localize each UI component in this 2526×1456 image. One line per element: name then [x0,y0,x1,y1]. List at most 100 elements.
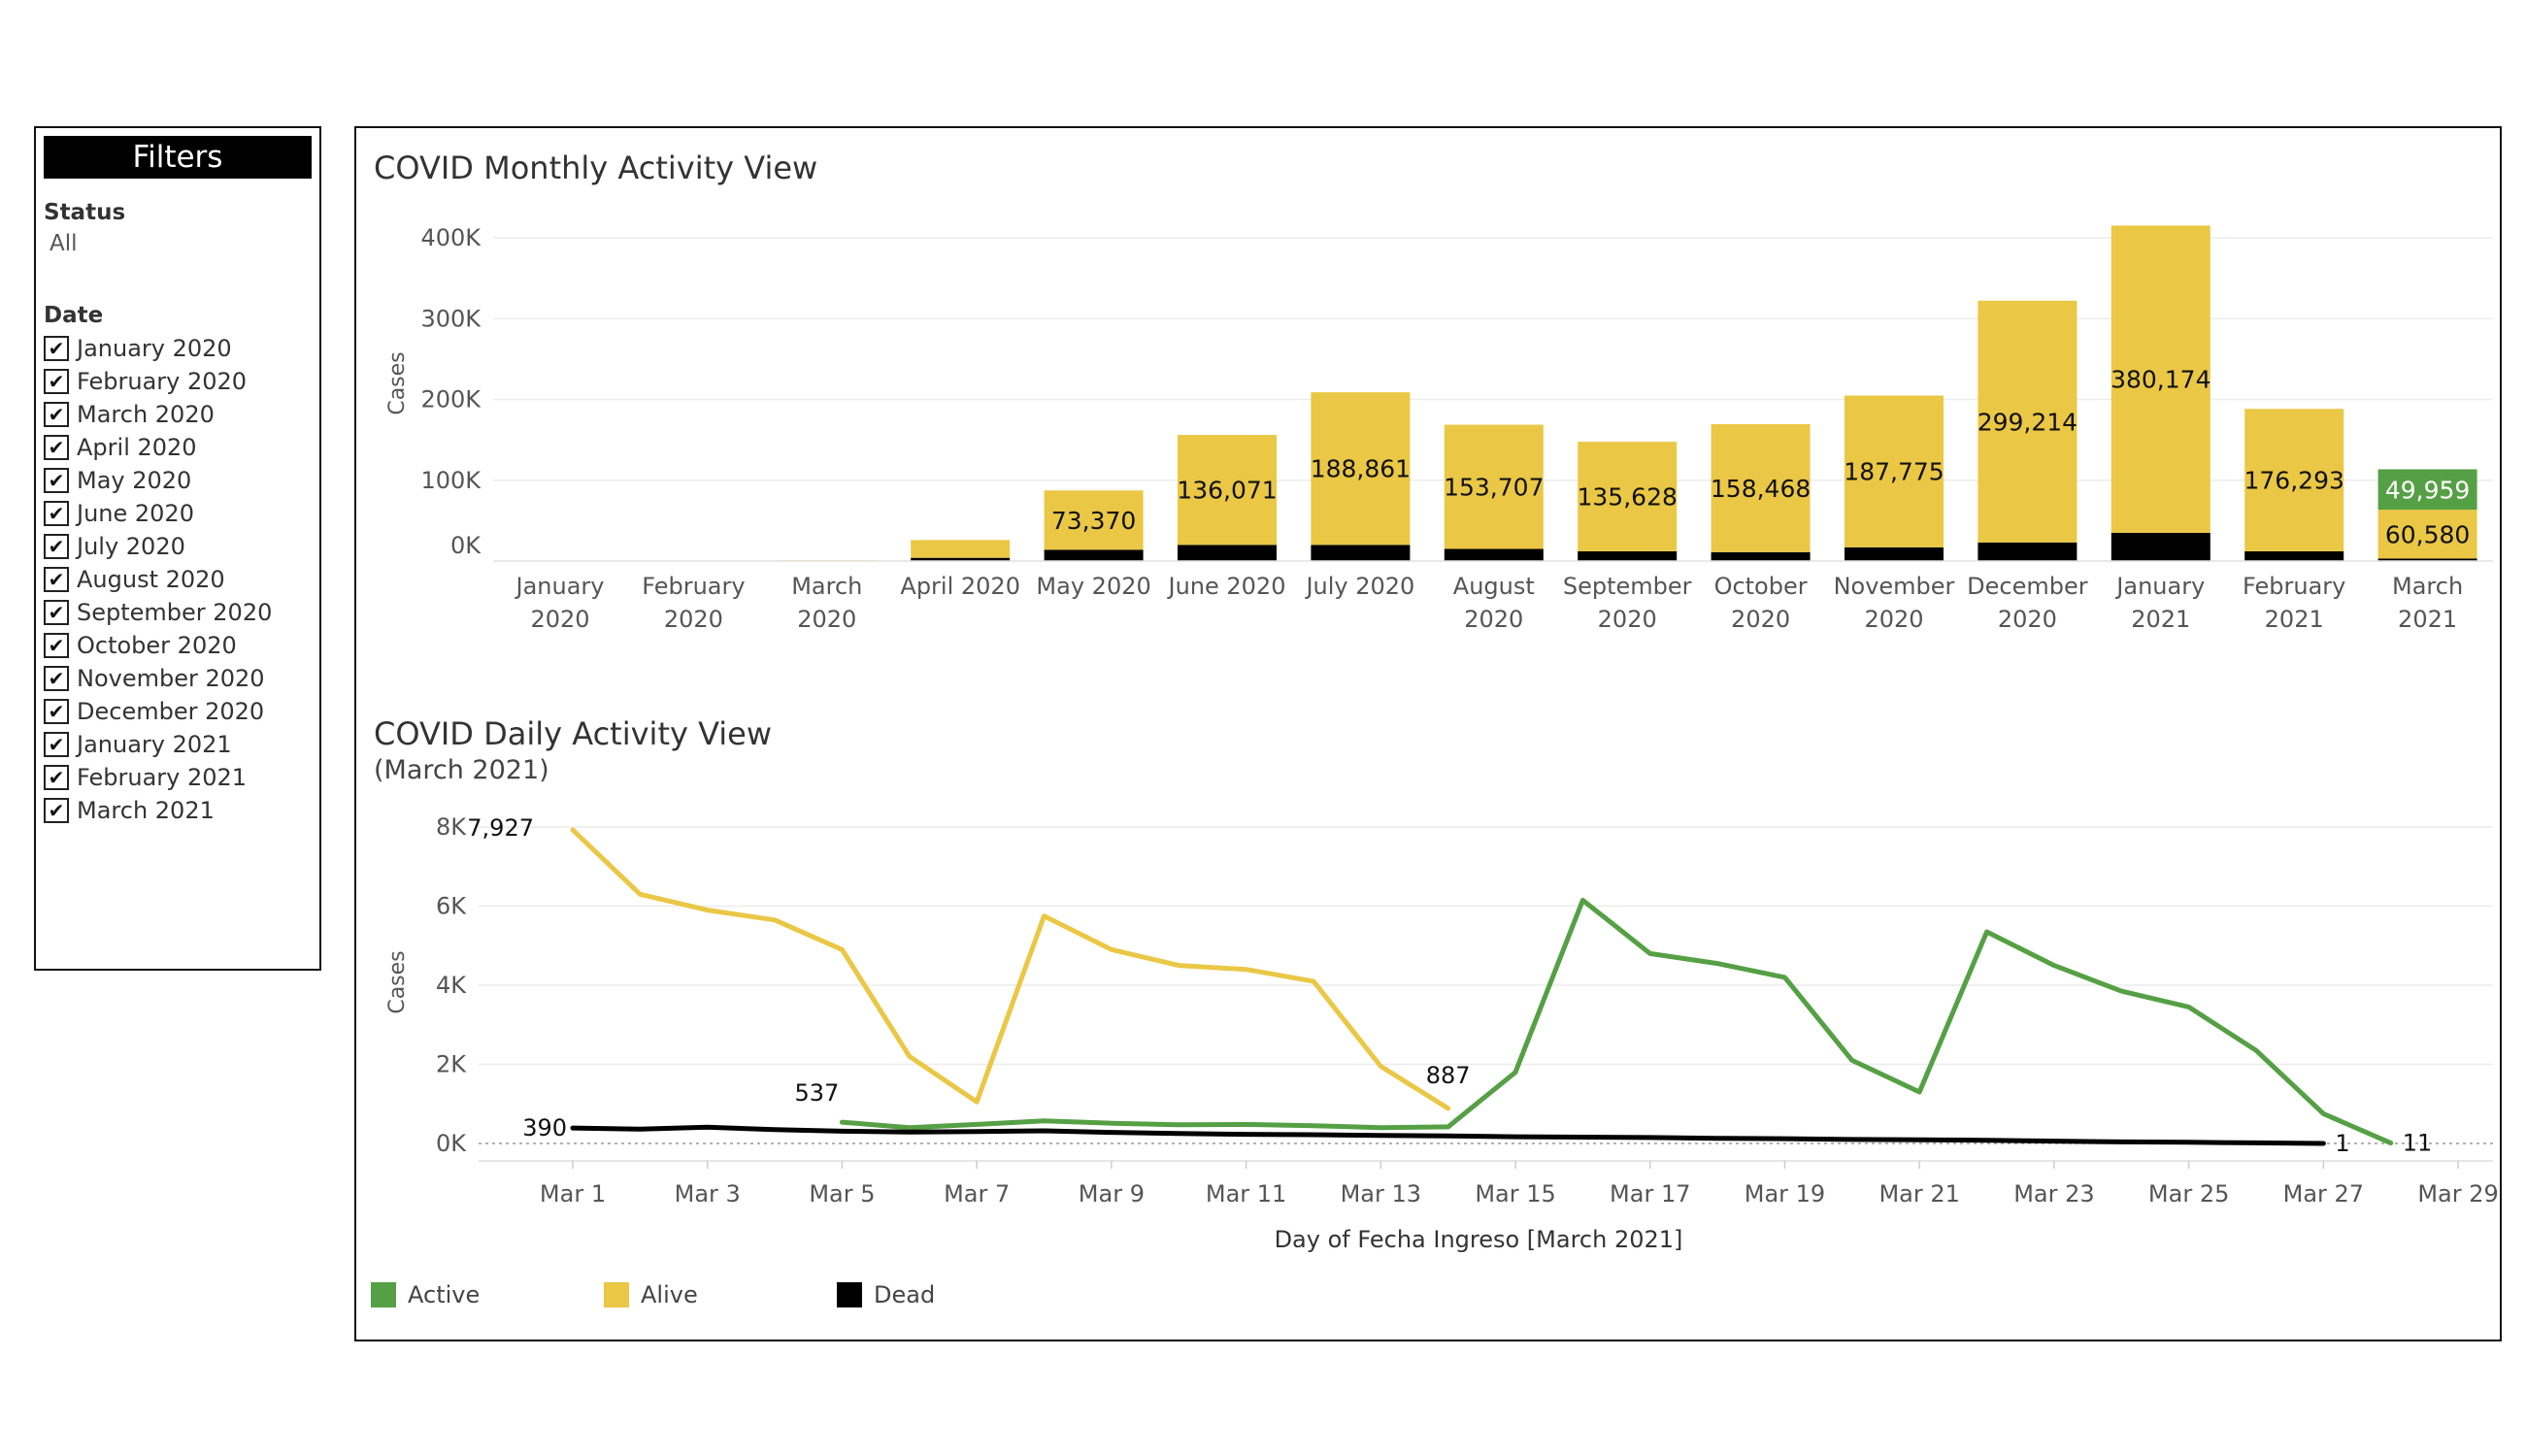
bar-dead [2244,551,2344,561]
date-filter-item[interactable]: ✔ July 2020 [44,530,319,563]
x-tick-label: Mar 13 [1341,1180,1421,1208]
date-filter-label: January 2021 [77,731,232,758]
date-filter-label: July 2020 [77,533,185,560]
x-tick-label: 2020 [1464,606,1523,633]
bar-alive [911,540,1011,558]
bar-alive [1311,392,1411,546]
date-filter-item[interactable]: ✔ January 2020 [44,332,319,365]
date-filter-item[interactable]: ✔ March 2021 [44,794,319,827]
date-filter-item[interactable]: ✔ September 2020 [44,596,319,629]
bar-data-label: 176,293 [2244,467,2344,495]
x-axis-label: Day of Fecha Ingreso [March 2021] [1275,1226,1683,1253]
bar-data-label: 136,071 [1177,477,1277,505]
date-filter-item[interactable]: ✔ November 2020 [44,662,319,695]
bar-dead [1444,548,1544,561]
x-tick-label: February [2243,573,2345,600]
checkbox-checked-icon[interactable]: ✔ [44,633,69,658]
bar-active [2377,469,2477,511]
checkbox-checked-icon[interactable]: ✔ [44,600,69,625]
legend-label-dead: Dead [874,1281,936,1308]
x-tick-label: 2021 [2265,606,2324,633]
x-tick-label: Mar 17 [1610,1180,1690,1208]
legend-item-dead[interactable]: Dead [837,1281,935,1308]
bar-alive [1178,435,1277,546]
checkbox-checked-icon[interactable]: ✔ [44,336,69,361]
x-tick-label: April 2020 [900,573,1020,600]
legend-label-active: Active [408,1281,481,1308]
date-filter-item[interactable]: ✔ March 2020 [44,398,319,431]
date-filter-label: February 2020 [77,368,248,395]
x-tick-label: June 2020 [1167,573,1286,600]
bar-alive [1711,423,1811,552]
x-tick-label: November [1834,573,1955,600]
date-filter-item[interactable]: ✔ June 2020 [44,497,319,530]
bar-dead [1711,551,1811,561]
x-tick-label: Mar 5 [809,1180,875,1208]
checkbox-checked-icon[interactable]: ✔ [44,765,69,790]
bar-data-label: 135,628 [1578,483,1678,512]
bar-dead [2111,532,2210,561]
x-tick-label: December [1967,573,2088,600]
y-tick-label: 6K [436,893,467,920]
date-filter-item[interactable]: ✔ May 2020 [44,464,319,497]
point-data-label: 537 [795,1079,840,1107]
date-filter-item[interactable]: ✔ October 2020 [44,629,319,662]
daily-chart-subtitle: (March 2021) [374,755,549,785]
y-tick-label: 8K [436,813,467,841]
x-tick-label: September [1563,573,1692,600]
legend-item-alive[interactable]: Alive [604,1281,698,1308]
x-tick-label: Mar 27 [2283,1180,2364,1208]
checkbox-checked-icon[interactable]: ✔ [44,534,69,559]
date-filter-label: May 2020 [77,467,192,494]
x-tick-label: January [2114,573,2205,600]
checkbox-checked-icon[interactable]: ✔ [44,699,69,724]
bar-dead [2377,558,2477,561]
date-filter-title: Date [44,303,104,328]
bar-dead [1178,545,1277,561]
checkbox-checked-icon[interactable]: ✔ [44,798,69,823]
checkbox-checked-icon[interactable]: ✔ [44,567,69,592]
daily-chart-title: COVID Daily Activity View [374,715,773,752]
checkbox-checked-icon[interactable]: ✔ [44,369,69,394]
date-filter-item[interactable]: ✔ January 2021 [44,728,319,761]
checkbox-checked-icon[interactable]: ✔ [44,666,69,691]
line-series-active [839,897,2394,1146]
date-filter-item[interactable]: ✔ February 2021 [44,761,319,794]
date-filter-item[interactable]: ✔ August 2020 [44,563,319,596]
status-filter-value[interactable]: All [50,231,78,256]
date-filter-label: March 2021 [77,797,215,824]
date-filter-label: April 2020 [77,434,197,461]
bar-data-label: 49,959 [2385,476,2470,504]
x-tick-label: Mar 7 [944,1180,1010,1208]
x-tick-label: 2020 [797,606,856,633]
date-filter-label: March 2020 [77,401,215,428]
date-filter-item[interactable]: ✔ December 2020 [44,695,319,728]
date-filter-item[interactable]: ✔ April 2020 [44,431,319,464]
legend-label-alive: Alive [641,1281,698,1308]
bar-dead [1311,545,1411,561]
checkbox-checked-icon[interactable]: ✔ [44,402,69,427]
date-filter-label: December 2020 [77,698,265,725]
x-tick-label: February [642,573,745,600]
x-tick-label: Mar 21 [1878,1180,1959,1208]
y-tick-label: 400K [420,224,482,251]
bar-alive [2377,510,2477,559]
y-tick-label: 100K [420,467,482,494]
date-filter-item[interactable]: ✔ February 2020 [44,365,319,398]
x-tick-label: March [791,573,862,600]
checkbox-checked-icon[interactable]: ✔ [44,732,69,757]
checkbox-checked-icon[interactable]: ✔ [44,468,69,493]
checkbox-checked-icon[interactable]: ✔ [44,501,69,526]
x-tick-label: January [515,573,605,600]
monthly-chart-title: COVID Monthly Activity View [374,149,818,186]
x-tick-label: Mar 3 [675,1180,741,1208]
checkbox-checked-icon[interactable]: ✔ [44,435,69,460]
y-tick-label: 0K [450,532,482,559]
x-tick-label: Mar 1 [540,1180,606,1208]
x-tick-label: 2020 [1598,606,1657,633]
legend-item-active[interactable]: Active [371,1281,480,1308]
bar-data-label: 299,214 [1978,408,2077,436]
bar-dead [1044,549,1144,561]
filters-panel: Filters Status All Date ✔ January 2020 ✔ Fe… [34,126,321,971]
